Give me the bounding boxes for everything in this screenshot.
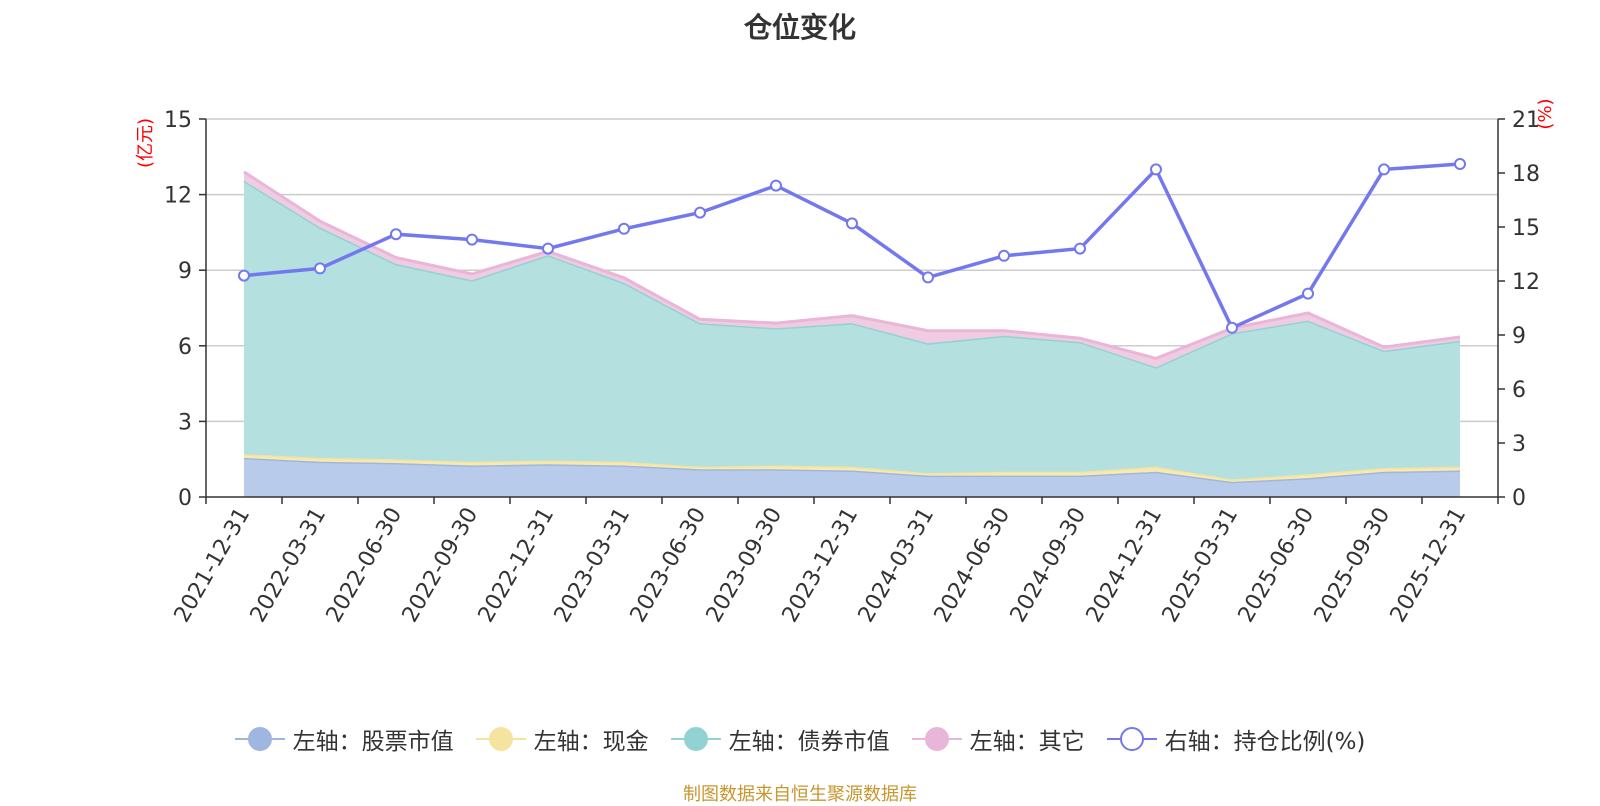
legend-symbol-icon: [911, 727, 962, 751]
right-axis-tick-label: 0: [1512, 486, 1526, 511]
legend-symbol-icon: [475, 727, 526, 751]
left-axis-unit: (亿元): [135, 118, 156, 168]
x-axis-tick-label: 2022-12-31: [474, 504, 560, 627]
ratio-line-point: [314, 262, 326, 275]
legend-label: 左轴：现金: [533, 729, 649, 755]
right-axis-tick-label: 15: [1512, 216, 1540, 241]
x-axis-tick-label: 2023-03-31: [550, 504, 636, 627]
x-axis-tick-label: 2025-09-30: [1310, 504, 1396, 627]
x-axis-tick-label: 2022-09-30: [398, 504, 484, 627]
ratio-line-point: [1302, 287, 1314, 300]
right-axis-tick-label: 9: [1512, 324, 1526, 349]
ratio-line: [238, 158, 1466, 334]
legend-item-1[interactable]: 左轴：现金: [475, 722, 649, 756]
left-axis-tick-label: 0: [178, 486, 192, 511]
area-series-0: [244, 457, 1460, 497]
legend-label: 左轴：股票市值: [292, 729, 454, 755]
ratio-line-point: [846, 217, 858, 230]
ratio-line-point: [390, 228, 402, 241]
right-axis-tick-label: 3: [1512, 432, 1526, 457]
legend-item-2[interactable]: 左轴：债券市值: [670, 722, 890, 756]
x-axis-tick-label: 2021-12-31: [170, 504, 256, 627]
x-axis-tick-label: 2022-06-30: [322, 504, 408, 627]
legend-label: 左轴：其它: [969, 729, 1085, 755]
area-series-edge-3: [243, 170, 1461, 360]
x-axis-tick-label: 2024-09-30: [1006, 504, 1092, 627]
chart-title: 仓位变化: [743, 12, 856, 43]
legend-symbol-icon: [234, 727, 285, 751]
x-axis-tick-label: 2025-03-31: [1158, 504, 1244, 627]
left-axis-tick-label: 9: [178, 259, 192, 284]
legend: 左轴：股票市值 左轴：现金 左轴：债券市值 左轴：其它 右轴：持仓比例(%): [0, 722, 1600, 756]
ratio-line-point: [694, 206, 706, 219]
x-axis-tick-label: 2025-06-30: [1234, 504, 1320, 627]
legend-symbol-icon: [670, 727, 721, 751]
ratio-line-point: [1150, 163, 1162, 176]
x-axis-tick-label: 2023-06-30: [626, 504, 712, 627]
ratio-line-point: [542, 242, 554, 255]
ratio-line-point: [466, 233, 478, 246]
x-axis-tick-label: 2024-12-31: [1082, 504, 1168, 627]
ratio-line-point: [998, 249, 1010, 262]
x-axis-tick-label: 2022-03-31: [246, 504, 332, 627]
legend-item-4[interactable]: 右轴：持仓比例(%): [1106, 722, 1366, 756]
x-axis-tick-label: 2025-12-31: [1386, 504, 1472, 627]
stacked-areas: [243, 170, 1461, 497]
left-axis-tick-label: 12: [164, 184, 192, 209]
right-axis-unit: (%): [1535, 98, 1556, 129]
legend-symbol-icon: [1106, 727, 1157, 751]
ratio-line-point: [618, 222, 630, 235]
right-axis-tick-label: 6: [1512, 378, 1526, 403]
x-axis-tick-label: 2023-09-30: [702, 504, 788, 627]
ratio-line-point: [1074, 242, 1086, 255]
left-axis-tick-label: 6: [178, 335, 192, 360]
legend-label: 右轴：持仓比例(%): [1164, 729, 1366, 755]
legend-item-0[interactable]: 左轴：股票市值: [234, 722, 454, 756]
ratio-line-point: [238, 269, 250, 282]
right-axis-tick-label: 12: [1512, 270, 1540, 295]
ratio-line-point: [1454, 158, 1466, 170]
x-axis-tick-label: 2023-12-31: [778, 504, 864, 627]
ratio-line-point: [770, 179, 782, 192]
ratio-line-point: [1226, 321, 1238, 334]
left-axis-tick-label: 3: [178, 410, 192, 435]
x-axis-tick-label: 2024-03-31: [854, 504, 940, 627]
right-axis-tick-label: 18: [1512, 162, 1540, 187]
x-axis-tick-label: 2024-06-30: [930, 504, 1016, 627]
left-axis-tick-label: 15: [164, 108, 192, 133]
ratio-line-point: [1378, 163, 1390, 176]
legend-item-3[interactable]: 左轴：其它: [911, 722, 1085, 756]
legend-label: 左轴：债券市值: [728, 729, 890, 755]
right-axis-tick-label: 21: [1512, 108, 1540, 133]
ratio-line-point: [922, 271, 934, 284]
data-source-note: 制图数据来自恒生聚源数据库: [683, 784, 917, 805]
